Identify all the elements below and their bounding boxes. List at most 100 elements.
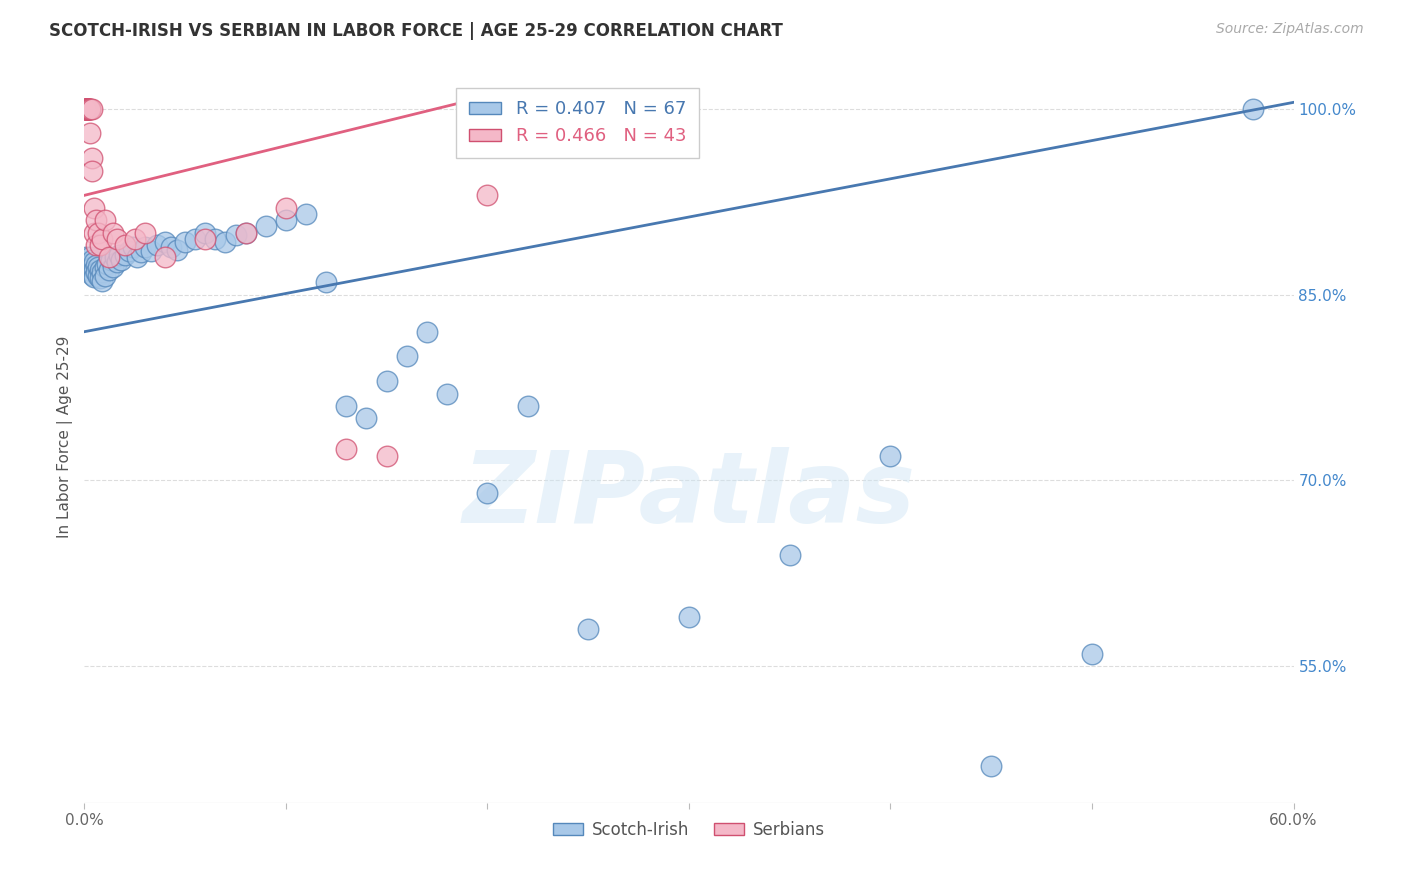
Point <box>105 232 128 246</box>
Point <box>77 256 100 270</box>
Point <box>75 102 97 116</box>
Point <box>89 271 111 285</box>
Point <box>375 374 398 388</box>
Point <box>75 102 97 116</box>
Point <box>91 265 114 279</box>
Point <box>97 262 120 277</box>
Point <box>79 250 101 264</box>
Point <box>153 250 176 264</box>
Point <box>89 238 111 252</box>
Point <box>356 411 378 425</box>
Text: ZIPatlas: ZIPatlas <box>463 447 915 544</box>
Point <box>121 240 143 254</box>
Point <box>105 255 128 269</box>
Point <box>110 252 132 267</box>
Point <box>107 248 129 262</box>
Point <box>576 622 599 636</box>
Point <box>214 235 236 250</box>
Point <box>100 252 122 267</box>
Point <box>91 274 114 288</box>
Y-axis label: In Labor Force | Age 25-29: In Labor Force | Age 25-29 <box>58 336 73 538</box>
Point <box>83 201 105 215</box>
Point <box>86 238 108 252</box>
Point <box>96 256 118 270</box>
Point <box>93 260 115 275</box>
Point <box>75 102 97 116</box>
Point <box>87 260 110 275</box>
Point <box>79 256 101 270</box>
Point <box>516 399 538 413</box>
Point <box>75 250 97 264</box>
Legend: Scotch-Irish, Serbians: Scotch-Irish, Serbians <box>547 814 831 846</box>
Point <box>75 102 97 116</box>
Point <box>82 252 104 267</box>
Point <box>83 262 105 277</box>
Point <box>204 232 226 246</box>
Point <box>93 268 115 283</box>
Point <box>274 201 297 215</box>
Point <box>375 449 398 463</box>
Point <box>87 226 110 240</box>
Point <box>114 238 136 252</box>
Point <box>86 213 108 227</box>
Point <box>416 325 439 339</box>
Point <box>153 235 176 250</box>
Point <box>77 102 100 116</box>
Point <box>86 258 108 272</box>
Point <box>83 255 105 269</box>
Point <box>160 240 183 254</box>
Point <box>395 350 418 364</box>
Point <box>118 244 141 259</box>
Point <box>225 227 247 242</box>
Point <box>101 260 124 275</box>
Point <box>274 213 297 227</box>
Point <box>235 226 257 240</box>
Point <box>139 244 162 259</box>
Point <box>166 243 188 257</box>
Point <box>194 226 217 240</box>
Point <box>77 102 100 116</box>
Point <box>89 262 111 277</box>
Point <box>477 188 499 202</box>
Point <box>254 219 277 234</box>
Point <box>79 102 101 116</box>
Point <box>235 226 257 240</box>
Point <box>77 102 100 116</box>
Point <box>97 250 120 264</box>
Point <box>125 250 148 264</box>
Point <box>86 265 108 279</box>
Point <box>335 399 357 413</box>
Point <box>82 260 104 275</box>
Point <box>77 102 100 116</box>
Point <box>184 232 207 246</box>
Point <box>79 126 101 140</box>
Point <box>83 226 105 240</box>
Point <box>82 268 104 282</box>
Point <box>124 232 146 246</box>
Point <box>93 213 115 227</box>
Point <box>335 442 357 457</box>
Point <box>146 238 169 252</box>
Point <box>82 102 104 116</box>
Point <box>75 102 97 116</box>
Point <box>75 102 97 116</box>
Point <box>129 245 152 260</box>
Point <box>1241 102 1264 116</box>
Point <box>82 151 104 165</box>
Point <box>75 102 97 116</box>
Point <box>77 262 100 277</box>
Text: SCOTCH-IRISH VS SERBIAN IN LABOR FORCE | AGE 25-29 CORRELATION CHART: SCOTCH-IRISH VS SERBIAN IN LABOR FORCE |… <box>49 22 783 40</box>
Point <box>1081 647 1104 661</box>
Point <box>315 275 337 289</box>
Point <box>75 102 97 116</box>
Point <box>91 232 114 246</box>
Point <box>79 102 101 116</box>
Point <box>79 262 101 277</box>
Point <box>194 232 217 246</box>
Point <box>114 248 136 262</box>
Point <box>295 207 318 221</box>
Point <box>79 102 101 116</box>
Point <box>104 250 127 264</box>
Point <box>87 268 110 283</box>
Point <box>101 226 124 240</box>
